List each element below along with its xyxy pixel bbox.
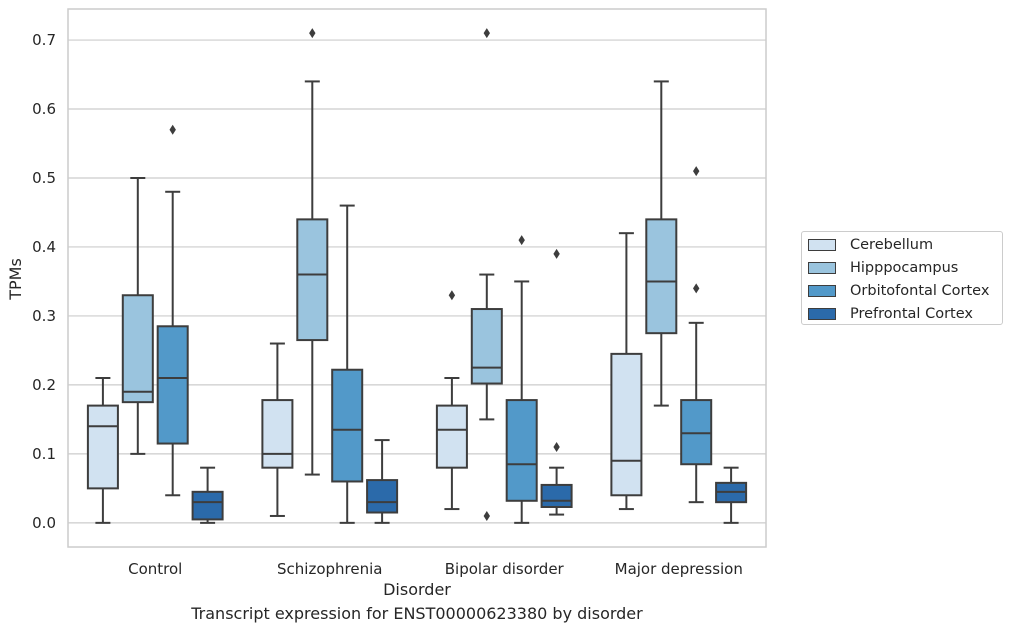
box-iqr: [86, 404, 119, 490]
box-plot-series: [86, 28, 748, 524]
box-iqr: [540, 483, 573, 508]
x-tick-label: Control: [128, 560, 182, 578]
box-iqr: [680, 399, 713, 466]
legend-swatch-hipppocampus: [808, 262, 836, 274]
legend-swatch-cerebellum: [808, 239, 836, 251]
box-iqr: [645, 218, 678, 335]
box: [191, 466, 224, 524]
box-iqr: [261, 399, 294, 469]
box-iqr: [331, 368, 364, 483]
box: [680, 166, 713, 504]
legend: Cerebellum Hipppocampus Orbitofontal Cor…: [801, 231, 1003, 325]
legend-label: Orbitofontal Cortex: [850, 283, 990, 299]
plot-frame: [67, 8, 767, 548]
legend-swatch-prefrontal-cortex: [808, 308, 836, 320]
box: [470, 28, 503, 521]
outlier-point: [169, 124, 176, 135]
box: [296, 28, 329, 476]
box-iqr: [470, 308, 503, 385]
box: [435, 290, 468, 511]
box: [366, 439, 399, 524]
box-iqr: [435, 404, 468, 469]
box-iqr: [121, 294, 154, 404]
y-axis-label: TPMs: [6, 258, 25, 301]
y-axis-ticks: 0.0 0.1 0.2 0.3 0.4 0.5 0.6 0.7: [32, 31, 56, 532]
y-tick-label: 0.3: [32, 307, 56, 325]
box: [331, 204, 364, 524]
x-tick-label: Schizophrenia: [277, 560, 382, 578]
box: [505, 235, 538, 524]
y-tick-label: 0.6: [32, 100, 56, 118]
y-tick-label: 0.0: [32, 514, 56, 532]
outlier-point: [553, 441, 560, 452]
legend-item-prefrontal-cortex: Prefrontal Cortex: [808, 304, 973, 324]
legend-swatch-orbitofontal-cortex: [808, 285, 836, 297]
box: [645, 80, 678, 407]
chart-caption: Transcript expression for ENST0000062338…: [191, 604, 643, 623]
box: [156, 124, 189, 497]
outlier-point: [309, 28, 316, 39]
box-iqr: [191, 490, 224, 521]
box: [121, 176, 154, 455]
outlier-point: [483, 28, 490, 39]
y-tick-label: 0.4: [32, 238, 56, 256]
legend-item-hipppocampus: Hipppocampus: [808, 258, 958, 278]
x-axis-label: Disorder: [383, 580, 451, 599]
legend-label: Prefrontal Cortex: [850, 306, 973, 322]
y-tick-label: 0.1: [32, 445, 56, 463]
y-tick-label: 0.2: [32, 376, 56, 394]
y-tick-label: 0.5: [32, 169, 56, 187]
outlier-point: [693, 283, 700, 294]
legend-item-orbitofontal-cortex: Orbitofontal Cortex: [808, 281, 989, 301]
legend-label: Cerebellum: [850, 237, 934, 253]
box-iqr: [610, 352, 643, 497]
box-iqr: [505, 399, 538, 502]
outlier-point: [693, 166, 700, 177]
box: [610, 232, 643, 511]
box: [261, 342, 294, 517]
outlier-point: [483, 510, 490, 521]
outlier-point: [448, 290, 456, 301]
x-tick-label: Bipolar disorder: [445, 560, 565, 578]
y-tick-label: 0.7: [32, 31, 56, 49]
legend-item-cerebellum: Cerebellum: [808, 235, 933, 255]
x-tick-label: Major depression: [615, 560, 743, 578]
box-iqr: [156, 325, 189, 445]
x-axis-ticks: Control Schizophrenia Bipolar disorder Majo…: [128, 560, 743, 578]
box-iqr: [366, 479, 399, 514]
legend-label: Hipppocampus: [850, 260, 959, 276]
box: [715, 466, 748, 524]
outlier-point: [518, 235, 525, 246]
box-iqr: [296, 218, 329, 342]
box: [86, 377, 119, 524]
box: [540, 248, 573, 516]
outlier-point: [553, 248, 560, 259]
